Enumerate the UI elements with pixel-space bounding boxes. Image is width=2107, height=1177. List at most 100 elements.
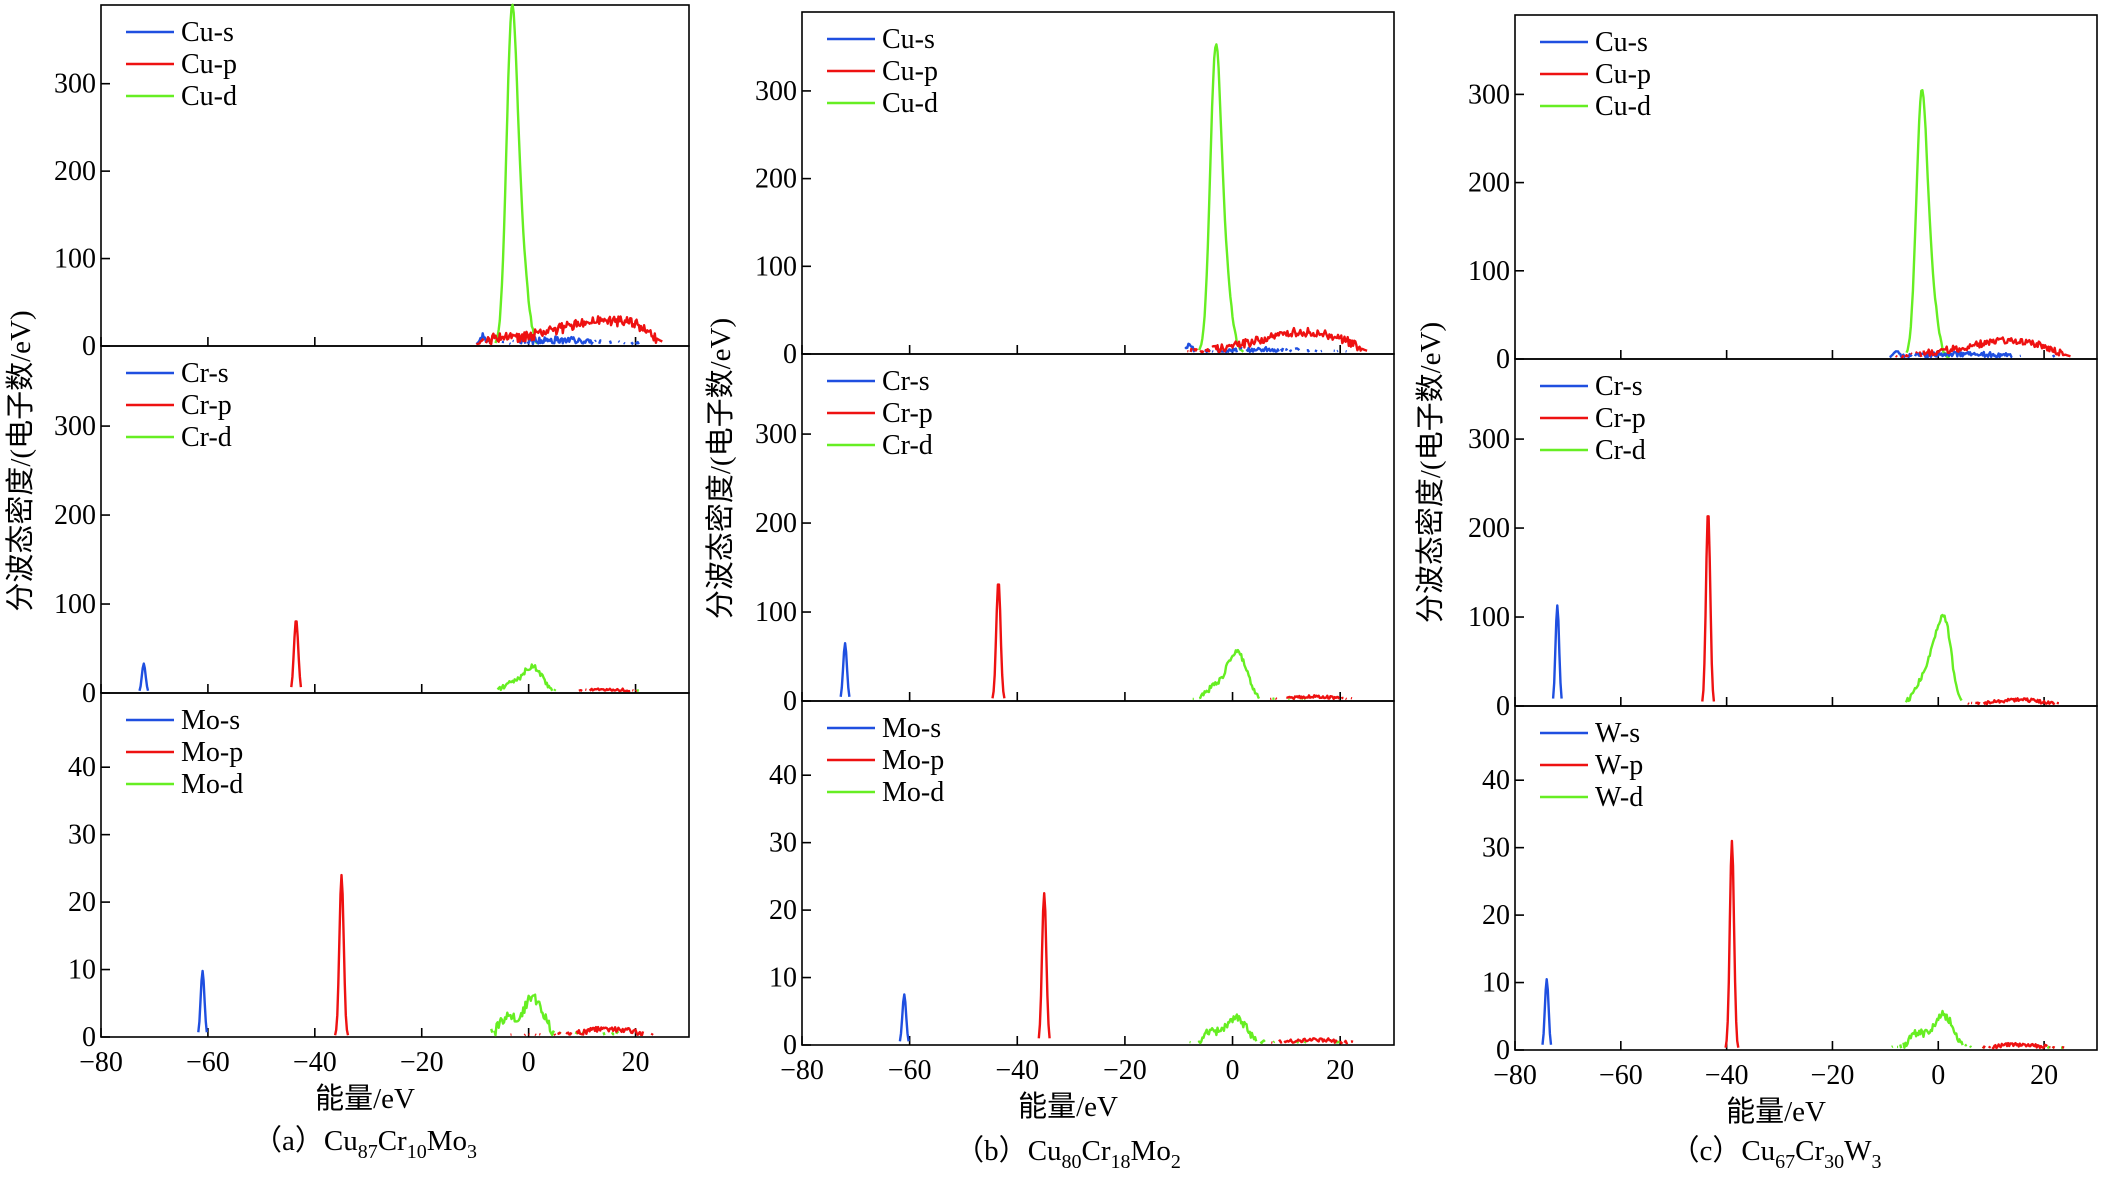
panel-cu: 0 100 200 300 Cu-sCu-pCu-d	[1468, 14, 2098, 375]
x-tick-label: 0	[1931, 1060, 1945, 1091]
legend-label: Cr-d	[181, 422, 232, 453]
y-axis-title: 分波态密度/(电子数/eV)	[1414, 322, 1447, 623]
legend-label: Cu-d	[1595, 91, 1651, 122]
panel-cr: 0 100 200 300 Cr-sCr-pCr-d	[54, 345, 690, 709]
x-tick-label: −80	[1493, 1060, 1537, 1091]
legend-label: Cu-p	[1595, 59, 1651, 90]
legend-label: Cr-d	[882, 430, 933, 461]
y-axis-title: 分波态密度/(电子数/eV)	[704, 318, 737, 619]
series-cr-s	[839, 642, 851, 697]
y-tick-label: 20	[68, 887, 96, 918]
legend: Cu-sCu-pCu-d	[1540, 27, 1651, 122]
series-cu-p	[1187, 326, 1368, 354]
legend-label: Cu-s	[181, 17, 234, 48]
legend-label: Cu-s	[882, 24, 935, 55]
legend-label: Mo-p	[882, 745, 944, 776]
legend-label: Cr-p	[882, 398, 933, 429]
series-cr-p	[291, 621, 651, 691]
x-tick-label: −40	[293, 1047, 337, 1078]
legend-label: Cu-s	[1595, 27, 1648, 58]
series-cu-d	[496, 5, 643, 345]
x-tick-label: −60	[186, 1047, 230, 1078]
legend-label: Mo-d	[882, 777, 944, 808]
series-cr-d	[1906, 615, 2057, 704]
series-cu-p	[1895, 336, 2071, 359]
x-tick-label: 20	[1326, 1055, 1354, 1086]
series-cr-p	[993, 585, 1358, 700]
series-cr-d	[498, 665, 653, 692]
x-tick-label: −20	[1811, 1060, 1855, 1091]
legend-label: Mo-s	[882, 713, 941, 744]
legend: Cr-sCr-pCr-d	[1540, 371, 1646, 466]
y-tick-label: 40	[1482, 765, 1510, 796]
series-mo-p	[333, 873, 654, 1037]
panel-mo: 0 10 20 30 40 −80 −60 −40 −20 0 20 Mo-sMo-pMo-d	[769, 700, 1395, 1086]
legend: Mo-sMo-pMo-d	[126, 705, 243, 800]
y-tick-label: 300	[54, 411, 96, 442]
chart-caption: （c）Cu67Cr30W3	[1670, 1135, 1881, 1173]
legend-label: Cu-p	[882, 56, 938, 87]
y-tick-label: 200	[1468, 513, 1510, 544]
y-tick-label: 100	[755, 597, 797, 628]
y-axis-title: 分波态密度/(电子数/eV)	[4, 310, 37, 611]
series-cu-d	[1199, 44, 1245, 352]
legend-label: Cu-p	[181, 49, 237, 80]
legend-label: Mo-p	[181, 737, 243, 768]
y-tick-label: 10	[1482, 968, 1510, 999]
legend: Cr-sCr-pCr-d	[827, 366, 933, 461]
y-tick-label: 0	[1496, 691, 1510, 722]
y-tick-label: 40	[769, 760, 797, 791]
y-tick-label: 200	[755, 164, 797, 195]
y-tick-label: 300	[755, 76, 797, 107]
y-tick-label: 20	[1482, 900, 1510, 931]
y-tick-label: 200	[755, 508, 797, 539]
legend-label: Cr-s	[882, 366, 930, 397]
x-axis-title: 能量/eV	[1018, 1090, 1118, 1123]
x-tick-label: −80	[780, 1055, 824, 1086]
series-mo-s	[197, 969, 208, 1033]
y-tick-label: 300	[755, 419, 797, 450]
series-w-p	[1724, 839, 2065, 1050]
x-tick-label: −80	[79, 1047, 123, 1078]
legend: Cu-sCu-pCu-d	[827, 24, 938, 119]
x-tick-label: −20	[400, 1047, 444, 1078]
legend-label: Cr-p	[1595, 403, 1646, 434]
x-tick-label: −60	[888, 1055, 932, 1086]
legend-label: Cu-d	[181, 81, 237, 112]
y-tick-label: 300	[54, 69, 96, 100]
legend-label: Mo-d	[181, 769, 243, 800]
x-tick-label: 20	[2030, 1060, 2058, 1091]
series-cr-p	[1702, 516, 2064, 704]
y-tick-label: 0	[1496, 344, 1510, 375]
x-tick-label: 0	[522, 1047, 536, 1078]
legend: W-sW-pW-d	[1540, 718, 1643, 813]
legend: Mo-sMo-pMo-d	[827, 713, 944, 808]
legend: Cr-sCr-pCr-d	[126, 358, 232, 453]
legend-label: Cr-s	[181, 358, 229, 389]
x-tick-label: −40	[1705, 1060, 1749, 1091]
y-tick-label: 30	[1482, 833, 1510, 864]
series-w-d	[1891, 1009, 2064, 1050]
series-cu-s	[1890, 351, 2057, 357]
panel-cr: 0 100 200 300 Cr-sCr-pCr-d	[755, 353, 1395, 717]
panel-cr: 0 100 200 300 Cr-sCr-pCr-d	[1468, 358, 2098, 722]
y-tick-label: 30	[68, 820, 96, 851]
y-tick-label: 100	[54, 589, 96, 620]
y-tick-label: 100	[1468, 256, 1510, 287]
x-tick-label: −40	[995, 1055, 1039, 1086]
legend-label: Cr-d	[1595, 435, 1646, 466]
y-tick-label: 100	[1468, 602, 1510, 633]
panel-frame	[1514, 705, 2098, 1051]
series-cu-p	[476, 315, 663, 346]
legend-label: W-d	[1595, 782, 1643, 813]
series-cr-s	[1551, 604, 1563, 699]
chart-b: 0100200300Cu-sCu-pCu-d0100200300Cr-sCr-p…	[704, 11, 1395, 1173]
y-tick-label: 200	[54, 500, 96, 531]
chart-c: 0100200300Cu-sCu-pCu-d0100200300Cr-sCr-p…	[1414, 14, 2098, 1173]
series-mo-d	[1190, 1015, 1357, 1044]
y-tick-label: 0	[82, 331, 96, 362]
y-tick-label: 200	[54, 156, 96, 187]
panel-w: 0 10 20 30 40 −80 −60 −40 −20 0 20 W-sW-pW-d	[1482, 705, 2098, 1091]
x-tick-label: 0	[1226, 1055, 1240, 1086]
